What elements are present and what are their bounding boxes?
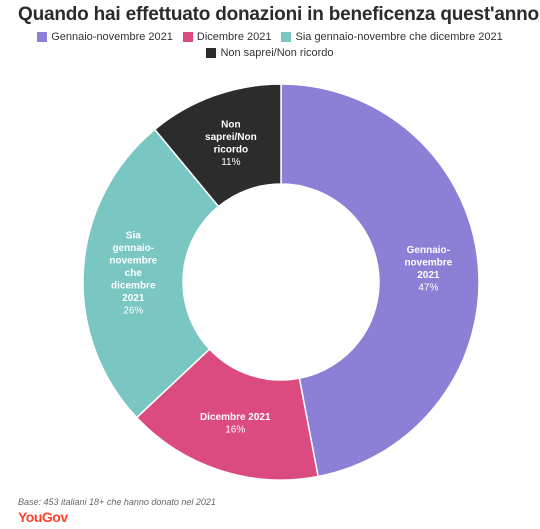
slice-gennaio-novembre	[280, 83, 480, 478]
slice-label-line: gennaio-	[112, 243, 154, 254]
legend-label: Gennaio-novembre 2021	[51, 31, 173, 43]
legend-item-entrambi: Sia gennaio-novembre che dicembre 2021	[281, 31, 503, 43]
slice-label: Non saprei/Non ricordo 11%	[205, 119, 257, 168]
slice-label-line: Non	[221, 119, 240, 130]
slice-value-label: 47%	[418, 282, 438, 293]
legend-swatch	[182, 32, 193, 42]
slice-value-label: 26%	[123, 306, 143, 317]
yougov-logo: YouGov	[18, 509, 68, 525]
slice-label-line: Gennaio-	[407, 245, 450, 256]
slice-non-ricordo	[153, 83, 282, 208]
legend-item-gennaio-novembre: Gennaio-novembre 2021	[37, 31, 173, 43]
slice-label: Dicembre 2021 16%	[200, 412, 271, 436]
legend-item-dicembre: Dicembre 2021	[182, 31, 272, 43]
slice-label-line: novembre	[109, 256, 157, 267]
slice-label-line: che	[125, 268, 143, 279]
slice-label-line: ricordo	[214, 144, 248, 155]
chart-title: Quando hai effettuato donazioni in benef…	[18, 4, 540, 25]
slice-value-label: 11%	[221, 157, 240, 168]
legend: Gennaio-novembre 2021 Dicembre 2021 Sia …	[0, 31, 540, 63]
legend-label: Sia gennaio-novembre che dicembre 2021	[295, 31, 503, 43]
legend-swatch	[281, 32, 292, 42]
slice-label-line: dicembre	[111, 281, 156, 292]
slice-label-line: 2021	[122, 293, 145, 304]
slice-entrambi	[82, 128, 220, 419]
slice-label: Sia gennaio-novembre che dicembre 2021 26%	[109, 231, 157, 317]
legend-item-non-ricordo: Non saprei/Non ricordo	[206, 47, 334, 59]
slice-label-line: saprei/Non	[205, 132, 257, 143]
slice-dicembre	[135, 348, 319, 481]
slice-value-label: 16%	[225, 425, 245, 436]
slice-label-line: Dicembre 2021	[200, 412, 271, 423]
footnote: Base: 453 italiani 18+ che hanno donato …	[18, 497, 216, 507]
slice-label: Gennaio-novembre 2021 47%	[404, 245, 452, 293]
legend-swatch	[206, 48, 217, 58]
slice-label-line: Sia	[126, 231, 141, 242]
slice-label-line: 2021	[417, 270, 440, 281]
legend-label: Non saprei/Non ricordo	[220, 47, 334, 59]
legend-label: Dicembre 2021	[196, 31, 272, 43]
slice-label-line: novembre	[404, 257, 452, 268]
legend-swatch	[37, 32, 48, 42]
